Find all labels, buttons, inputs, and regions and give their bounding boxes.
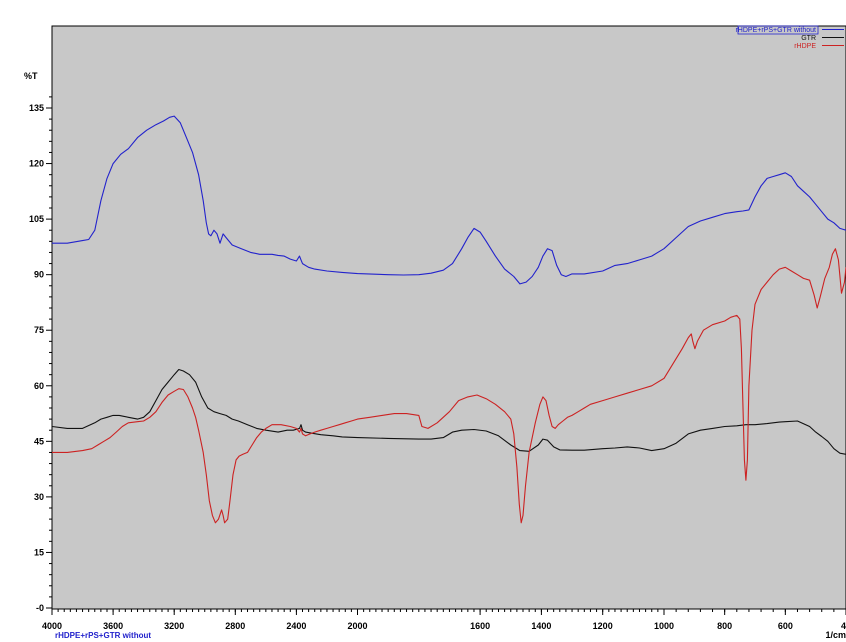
- y-tick-label: 105: [29, 214, 44, 224]
- y-tick-label: 120: [29, 159, 44, 169]
- y-tick-label: -0: [36, 603, 44, 613]
- x-tick-label: 800: [717, 621, 732, 631]
- x-tick-label: 4000: [42, 621, 62, 631]
- legend-entry-label: rHDPE: [794, 43, 816, 50]
- y-tick-label: 15: [34, 547, 44, 557]
- x-tick-label: 1000: [654, 621, 674, 631]
- x-tick-label: 2800: [225, 621, 245, 631]
- x-tick-label: 4: [841, 621, 846, 631]
- y-tick-label: 75: [34, 325, 44, 335]
- legend-entry-label: GTR: [801, 35, 816, 42]
- legend-entry-label: rHDPE+rPS+GTR without: [735, 27, 816, 34]
- series-line-3: [52, 248, 846, 524]
- x-tick-label: 600: [778, 621, 793, 631]
- y-tick-label: 45: [34, 436, 44, 446]
- x-tick-label: 1400: [531, 621, 551, 631]
- y-tick-label: 135: [29, 103, 44, 113]
- x-axis: 4000 3600 3200 2800 2400 2000 1600 1400 1200 1000…: [42, 608, 846, 631]
- x-tick-label: 2400: [286, 621, 306, 631]
- y-axis: -0 15 30 45 60 75 90 105 120 135: [29, 26, 53, 613]
- series-line-1: [52, 115, 846, 285]
- y-tick-label: 60: [34, 381, 44, 391]
- series-line-2: [52, 368, 846, 455]
- y-tick-label: 30: [34, 492, 44, 502]
- x-tick-label: 1200: [593, 621, 613, 631]
- series-group: [52, 115, 846, 524]
- x-tick-label: 2000: [347, 621, 367, 631]
- footer-sample-label: rHDPE+rPS+GTR without: [55, 631, 151, 640]
- x-axis-label: 1/cm: [825, 630, 846, 640]
- y-axis-label: %T: [24, 71, 38, 81]
- x-tick-label: 1600: [470, 621, 490, 631]
- legend-highlight-box: [737, 25, 819, 35]
- y-tick-label: 90: [34, 270, 44, 280]
- plot-area: [51, 25, 846, 610]
- x-tick-label: 3200: [164, 621, 184, 631]
- x-tick-label: 3600: [103, 621, 123, 631]
